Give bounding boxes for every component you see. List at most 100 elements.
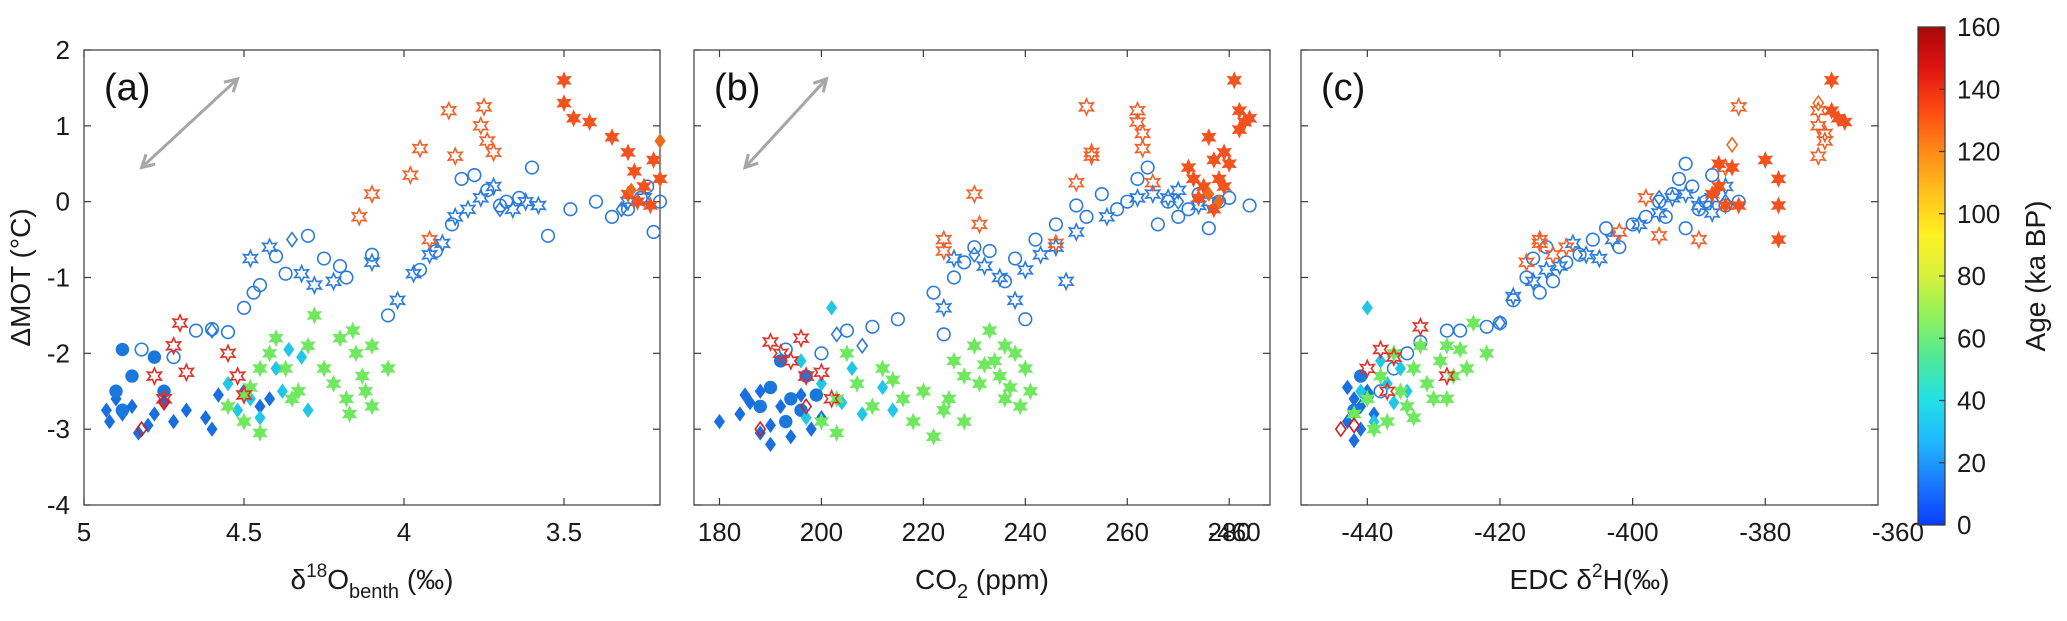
data-point-star (1690, 229, 1708, 250)
data-point-star (1211, 169, 1227, 188)
data-point-circle (982, 243, 997, 259)
data-point-star (636, 177, 652, 196)
data-point-star (252, 359, 268, 378)
x-axis-label-part: 2 (957, 581, 968, 603)
data-point-diamond (764, 417, 776, 434)
data-point-star (290, 382, 307, 401)
series-mis4-cyan (222, 341, 314, 426)
data-point-diamond (200, 410, 212, 426)
y-tick-label: 2 (56, 35, 70, 65)
y-tick-label: 0 (56, 187, 70, 217)
data-point-star (1077, 96, 1096, 117)
data-point-circle (563, 202, 578, 217)
data-point-star (306, 306, 323, 325)
colorbar-tick-label: 60 (1957, 323, 1986, 353)
data-point-star (1226, 71, 1243, 90)
data-point-star (975, 256, 994, 277)
data-point-star (1017, 359, 1034, 378)
x-tick-label: -380 (1739, 517, 1791, 547)
data-point-star (956, 412, 972, 431)
data-point-star (971, 374, 988, 393)
x-tick-label: -360 (1872, 517, 1924, 547)
data-point-circle (1572, 247, 1587, 262)
data-point-diamond (805, 421, 817, 437)
plot-area (693, 49, 1271, 506)
arrow-shaft (140, 77, 239, 169)
data-point-diamond (283, 341, 295, 358)
data-point-star (420, 229, 439, 250)
data-point-star (219, 343, 237, 364)
data-point-star (556, 71, 572, 90)
data-point-circle (1585, 232, 1600, 247)
data-point-circle (220, 325, 236, 340)
series-mis6-red-open-diamonds (1334, 417, 1361, 438)
data-point-star (965, 184, 984, 205)
data-point-star (935, 229, 953, 250)
data-point-star (946, 351, 962, 370)
data-point-diamond (126, 398, 138, 415)
data-point-circle (115, 342, 130, 357)
data-point-star (1221, 154, 1237, 173)
data-point-diamond (795, 387, 807, 403)
data-point-star (1524, 271, 1542, 292)
data-point-diamond (615, 200, 628, 218)
data-point-star (620, 143, 636, 162)
data-point-circle (278, 266, 293, 281)
data-point-star (1504, 286, 1522, 307)
data-point-diamond (270, 360, 282, 377)
data-point-star (1346, 405, 1362, 423)
data-point-circle (1545, 274, 1561, 289)
data-point-star (261, 344, 278, 363)
data-point-diamond (739, 387, 751, 403)
data-point-circle (1048, 217, 1064, 232)
data-point-diamond (1726, 136, 1739, 154)
data-point-star (652, 169, 668, 188)
data-point-star (1201, 128, 1217, 147)
x-axis-label: δ18Obenth (‰) (290, 561, 453, 603)
x-axis-label-part: 2 (1592, 561, 1603, 582)
data-point-star (828, 424, 845, 443)
data-point-diamond (212, 387, 224, 403)
data-point-star (1809, 115, 1827, 136)
x-axis-label-part: H(‰) (1603, 564, 1670, 595)
data-point-star (1537, 259, 1556, 280)
series-mis5-open-stars (350, 96, 503, 250)
data-point-star (1630, 214, 1648, 235)
data-point-diamond (142, 417, 154, 434)
data-point-star (1231, 120, 1248, 139)
data-point-star (581, 112, 598, 131)
x-axis-label-part: (‰) (399, 564, 453, 595)
data-point-star (981, 321, 998, 340)
data-points (100, 71, 668, 443)
arrow-head (812, 76, 829, 93)
data-point-star (345, 321, 361, 340)
data-point-star (1047, 233, 1065, 254)
data-point-star (300, 336, 316, 355)
data-point-star (241, 248, 260, 269)
data-point-star (1386, 344, 1402, 363)
data-point-circle (1201, 221, 1216, 236)
data-point-circle (1242, 198, 1257, 213)
x-axis-label-part: CO (915, 564, 957, 595)
colorbar-tick-label: 40 (1957, 386, 1986, 416)
data-point-star (1663, 187, 1682, 208)
data-point-star (645, 151, 662, 170)
data-point-circle (1671, 171, 1687, 187)
data-point-star (1128, 100, 1147, 121)
series-mis3-green-stars (813, 321, 1039, 446)
data-point-circle (1678, 221, 1693, 236)
colorbar-tick-label: 120 (1957, 137, 2000, 167)
y-tick-label: -2 (47, 338, 70, 368)
series-lgm-filled-circles (109, 342, 171, 417)
data-point-diamond (754, 420, 767, 438)
data-point-circle (467, 168, 482, 183)
data-point-circle (444, 217, 460, 232)
data-point-star (529, 195, 548, 216)
data-point-circle (166, 350, 181, 365)
data-point-diamond (232, 402, 244, 418)
data-point-star (1405, 359, 1422, 378)
data-point-star (642, 196, 659, 215)
y-tick-label: 1 (56, 111, 70, 141)
data-point-star (1517, 252, 1536, 273)
data-point-diamond (1341, 379, 1353, 396)
